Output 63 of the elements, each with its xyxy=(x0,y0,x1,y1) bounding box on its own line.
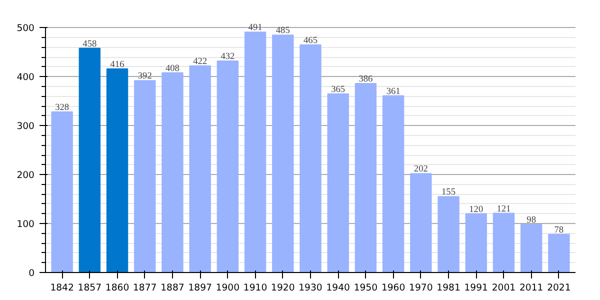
data-label: 328 xyxy=(55,102,70,113)
x-tick-label: 1920 xyxy=(271,282,295,294)
data-label: 121 xyxy=(496,204,512,214)
data-label: 120 xyxy=(469,204,484,215)
data-label: 361 xyxy=(386,86,401,97)
x-tick-label: 1981 xyxy=(436,282,460,294)
data-label: 98 xyxy=(526,216,536,226)
y-tick-label: 0 xyxy=(28,268,35,279)
x-tick-label: 2021 xyxy=(547,282,571,294)
x-tick-label: 1860 xyxy=(105,282,130,294)
data-label: 386 xyxy=(358,74,374,85)
y-tick-label: 500 xyxy=(16,23,35,34)
data-label: 365 xyxy=(331,84,346,95)
data-label: 392 xyxy=(138,72,152,82)
bar xyxy=(438,196,460,272)
x-tick-label: 1857 xyxy=(78,282,102,294)
x-tick-label: 1887 xyxy=(160,282,184,294)
bar xyxy=(465,213,487,272)
x-tick-label: 1970 xyxy=(409,282,433,294)
x-tick-label: 2001 xyxy=(492,282,516,294)
bar xyxy=(51,111,73,272)
bar xyxy=(134,80,156,272)
data-label: 416 xyxy=(110,60,125,70)
bar xyxy=(106,68,128,272)
data-label: 458 xyxy=(82,39,97,50)
data-label: 485 xyxy=(276,26,290,36)
bar xyxy=(244,32,266,272)
y-tick-label: 300 xyxy=(16,121,35,132)
x-tick-label: 1900 xyxy=(216,282,240,294)
x-tick-label: 1950 xyxy=(354,282,378,294)
x-tick-label: 1897 xyxy=(188,282,212,294)
data-label: 78 xyxy=(554,225,564,236)
data-label: 408 xyxy=(165,64,180,74)
x-tick-label: 1940 xyxy=(326,282,350,294)
bar xyxy=(272,34,294,272)
bar xyxy=(520,224,542,272)
data-label: 422 xyxy=(193,56,208,67)
x-tick-label: 1842 xyxy=(50,282,74,294)
bar xyxy=(327,93,349,272)
x-tick-label: 2011 xyxy=(519,282,544,294)
bar xyxy=(162,72,184,272)
data-label: 432 xyxy=(220,52,236,62)
data-label: 155 xyxy=(442,188,456,198)
bar xyxy=(548,234,570,272)
bar xyxy=(382,95,404,272)
bar xyxy=(410,173,432,272)
bar xyxy=(78,48,101,272)
bar xyxy=(300,44,322,272)
bar xyxy=(189,65,211,272)
data-label: 491 xyxy=(248,23,263,34)
bar xyxy=(216,60,239,272)
x-tick-label: 1930 xyxy=(298,282,322,294)
y-tick-label: 200 xyxy=(16,170,35,182)
data-label: 465 xyxy=(304,36,318,46)
x-tick-label: 1991 xyxy=(464,282,488,294)
bar xyxy=(492,212,515,272)
y-tick-label: 400 xyxy=(16,72,35,84)
bar xyxy=(354,83,377,272)
x-tick-label: 1877 xyxy=(133,282,157,294)
y-tick-label: 100 xyxy=(16,219,35,230)
x-tick-label: 1960 xyxy=(381,282,406,294)
data-label: 202 xyxy=(414,164,428,175)
x-tick-label: 1910 xyxy=(243,282,268,294)
